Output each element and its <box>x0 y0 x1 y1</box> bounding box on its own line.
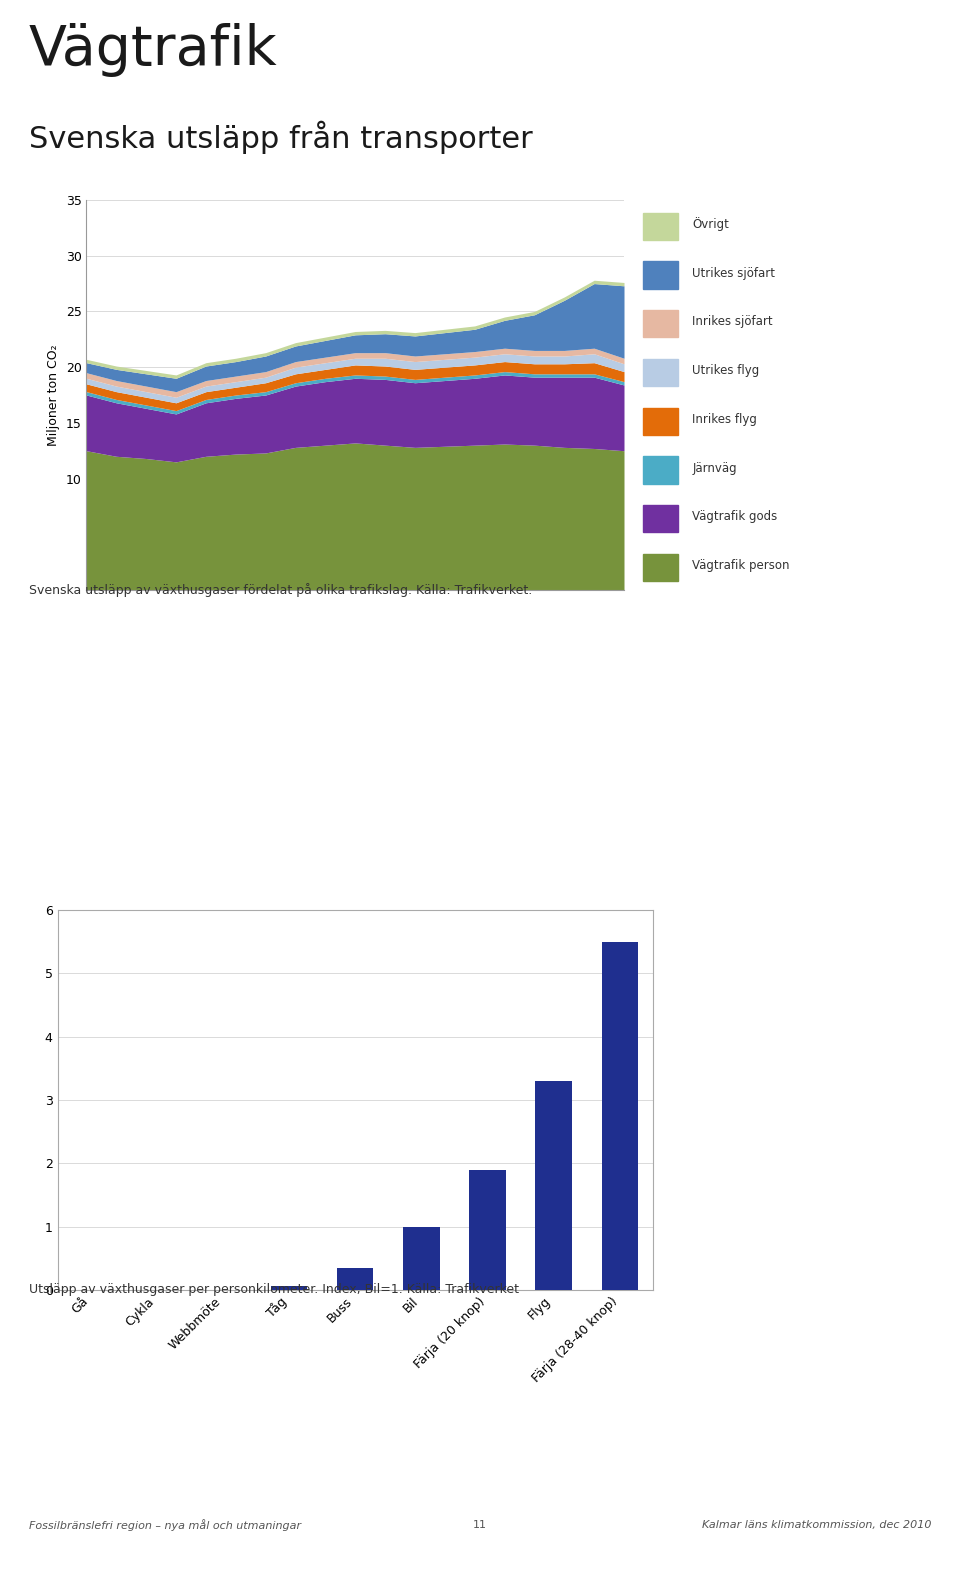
Bar <box>403 1226 440 1291</box>
Text: Utrikes flyg: Utrikes flyg <box>692 364 759 378</box>
Bar <box>602 941 637 1291</box>
Bar <box>469 1169 506 1291</box>
Text: Svenska utsläpp av växthusgaser fördelat på olika trafikslag. Källa: Trafikverke: Svenska utsläpp av växthusgaser fördelat… <box>29 582 532 597</box>
Bar <box>643 359 678 386</box>
Bar <box>643 505 678 532</box>
Bar <box>271 1286 307 1291</box>
Bar <box>643 310 678 337</box>
Text: Kalmar läns klimatkommission, dec 2010: Kalmar läns klimatkommission, dec 2010 <box>702 1520 931 1530</box>
Bar <box>643 261 678 288</box>
Text: Vägtrafik: Vägtrafik <box>29 24 277 77</box>
Text: Utrikes sjöfart: Utrikes sjöfart <box>692 266 775 280</box>
Text: Fossilbränslefri region – nya mål och utmaningar: Fossilbränslefri region – nya mål och ut… <box>29 1519 300 1532</box>
Text: 11: 11 <box>473 1520 487 1530</box>
Bar <box>643 212 678 239</box>
Text: Utsläpp av växthusgaser per personkilometer. Index, Bil=1. Källa: Trafikverket: Utsläpp av växthusgaser per personkilome… <box>29 1283 518 1297</box>
Text: Inrikes sjöfart: Inrikes sjöfart <box>692 315 773 329</box>
Y-axis label: Miljoner ton CO₂: Miljoner ton CO₂ <box>47 345 60 445</box>
Bar <box>643 408 678 434</box>
Bar <box>643 456 678 483</box>
Text: Vägtrafik person: Vägtrafik person <box>692 559 790 571</box>
Text: Inrikes flyg: Inrikes flyg <box>692 412 757 427</box>
Text: Övrigt: Övrigt <box>692 217 729 231</box>
Text: Vägtrafik gods: Vägtrafik gods <box>692 510 778 524</box>
Bar <box>337 1267 373 1291</box>
Text: Svenska utsläpp från transporter: Svenska utsläpp från transporter <box>29 121 533 154</box>
Bar <box>536 1081 572 1291</box>
Bar <box>643 554 678 581</box>
Text: Järnväg: Järnväg <box>692 461 736 475</box>
